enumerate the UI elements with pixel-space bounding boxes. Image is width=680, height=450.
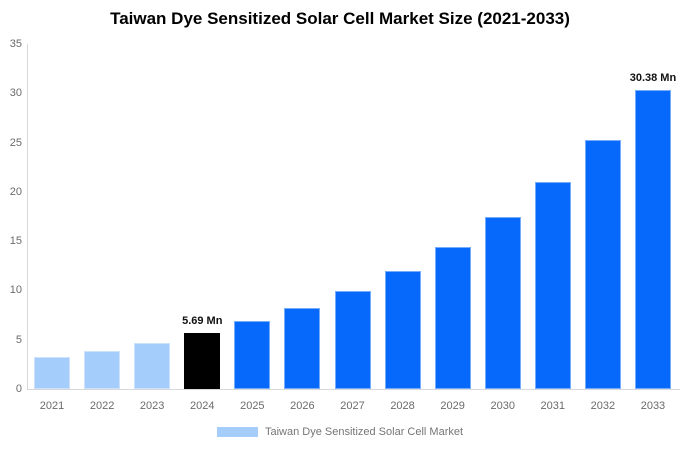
x-axis-tick-label-2027: 2027 <box>340 400 365 412</box>
y-axis-tick-label: 20 <box>9 185 22 198</box>
chart-title: Taiwan Dye Sensitized Solar Cell Market … <box>110 9 570 28</box>
y-axis-tick-label: 5 <box>15 333 22 346</box>
x-axis-tick-label-2025: 2025 <box>240 400 265 412</box>
x-axis-tick-label-2030: 2030 <box>490 400 515 412</box>
bar-2031[interactable] <box>534 182 571 389</box>
x-axis-tick-label-2033: 2033 <box>640 400 666 412</box>
bar-2022[interactable] <box>84 350 121 389</box>
y-axis-tick-label: 0 <box>15 383 22 395</box>
x-axis-tick-label-2026: 2026 <box>290 400 315 412</box>
x-axis-tick-label-2029: 2029 <box>440 400 465 412</box>
y-axis-tick-label: 10 <box>9 284 22 297</box>
legend: Taiwan Dye Sensitized Solar Cell Market <box>0 426 680 438</box>
x-axis-tick-label-2028: 2028 <box>390 400 415 412</box>
x-axis-tick-label-2032: 2032 <box>590 400 616 412</box>
bar-value-label-2024: 5.69 Mn <box>182 314 223 327</box>
bar-2028[interactable] <box>384 270 421 389</box>
bar-2027[interactable] <box>334 290 371 389</box>
x-axis-line <box>27 389 680 390</box>
y-axis-tick-label: 15 <box>9 235 22 248</box>
bar-2026[interactable] <box>284 307 321 389</box>
bar-2025[interactable] <box>234 321 271 389</box>
bar-2030[interactable] <box>484 217 521 389</box>
bar-2024[interactable] <box>184 332 221 389</box>
bar-2023[interactable] <box>134 342 171 389</box>
y-axis-tick-label: 35 <box>9 38 22 50</box>
bar-value-label-2033: 30.38 Mn <box>629 71 677 84</box>
x-axis-tick-label-2021: 2021 <box>39 400 65 412</box>
y-axis-tick-label: 30 <box>9 87 22 100</box>
x-axis-tick-label-2031: 2031 <box>540 400 566 412</box>
bar-2032[interactable] <box>584 140 621 389</box>
legend-swatch <box>216 427 258 437</box>
bar-2033[interactable] <box>634 89 671 389</box>
bar-2029[interactable] <box>434 246 471 389</box>
x-axis-tick-label-2024: 2024 <box>190 400 215 412</box>
legend-label: Taiwan Dye Sensitized Solar Cell Market <box>264 426 464 438</box>
bar-2021[interactable] <box>34 357 71 389</box>
x-axis-tick-label-2023: 2023 <box>139 400 165 412</box>
y-axis-tick-label: 25 <box>9 136 22 149</box>
x-axis-tick-label-2022: 2022 <box>89 400 115 412</box>
y-axis-line <box>27 44 28 390</box>
